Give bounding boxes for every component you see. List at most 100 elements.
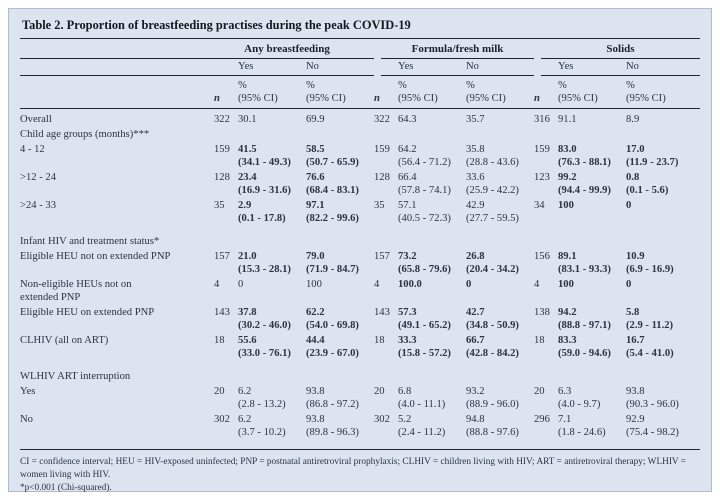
yes-value-cell: 100 <box>558 278 626 304</box>
yes-value-cell: 100.0 <box>398 278 466 304</box>
pct-value: 35.7 <box>466 114 485 125</box>
table-header-groups: Any breastfeeding Formula/fresh milk Sol… <box>20 41 700 59</box>
ci-value: (88.8 - 97.1) <box>558 320 611 331</box>
pct-value: 55.6 <box>238 335 257 346</box>
pct-label: % <box>466 80 475 91</box>
pct-label: % <box>398 80 407 91</box>
pct-value: 0 <box>626 200 632 211</box>
pct-value: 21.0 <box>238 251 257 262</box>
pct-value: 66.7 <box>466 335 485 346</box>
ci-value: (20.4 - 34.2) <box>466 264 519 275</box>
n-header: n <box>214 76 238 108</box>
ci-value: (0.1 - 5.6) <box>626 185 669 196</box>
ci-value: (89.8 - 96.3) <box>306 427 359 438</box>
section-row: WLHIV ART interruption <box>20 368 700 383</box>
pct-value: 6.3 <box>558 386 572 397</box>
pct-value: 89.1 <box>558 251 577 262</box>
section-row: Child age groups (months)*** <box>20 126 700 141</box>
n-value: 157 <box>214 251 230 262</box>
row-label: Yes <box>20 386 36 397</box>
footnote-abbreviations: CI = confidence interval; HEU = HIV-expo… <box>20 457 687 480</box>
pct-value: 100 <box>558 279 574 290</box>
ci-value: (4.0 - 11.1) <box>398 399 446 410</box>
yes-value-cell: 64.3 <box>398 113 466 126</box>
n-value: 123 <box>534 172 550 183</box>
table-row: >12 - 24 128 23.4 (16.9 - 31.6) 76.6 (68.4 - … <box>20 169 700 197</box>
ci-value: (56.4 - 71.2) <box>398 157 451 168</box>
yes-value-cell: 37.8 (30.2 - 46.0) <box>238 306 306 332</box>
ci-value: (82.2 - 99.6) <box>306 213 359 224</box>
ci-value: (83.1 - 93.3) <box>558 264 611 275</box>
ci-value: (71.9 - 84.7) <box>306 264 359 275</box>
ci-label: (95% CI) <box>558 93 598 104</box>
yes-header: Yes <box>238 59 306 76</box>
yes-value-cell: 91.1 <box>558 113 626 126</box>
row-label: >12 - 24 <box>20 172 56 183</box>
yes-value-cell: 5.2 (2.4 - 11.2) <box>398 413 466 439</box>
row-label: Non-eligible HEUs not on extended PNP <box>20 279 132 303</box>
ci-value: (49.1 - 65.2) <box>398 320 451 331</box>
pct-value: 76.6 <box>306 172 325 183</box>
n-value: 35 <box>214 200 225 211</box>
n-value: 34 <box>534 200 545 211</box>
n-value: 296 <box>534 414 550 425</box>
yes-header: Yes <box>558 59 626 76</box>
n-value: 128 <box>374 172 390 183</box>
col-group-solids: Solids <box>541 41 700 59</box>
ci-value: (15.8 - 57.2) <box>398 348 451 359</box>
n-value: 35 <box>374 200 385 211</box>
n-value: 302 <box>214 414 230 425</box>
ci-value: (86.8 - 97.2) <box>306 399 359 410</box>
pct-value: 79.0 <box>306 251 325 262</box>
ci-value: (5.4 - 41.0) <box>626 348 674 359</box>
pct-label: % <box>626 80 635 91</box>
table-row: Non-eligible HEUs not on extended PNP 4 0 1… <box>20 276 700 304</box>
table-row: Yes 20 6.2 (2.8 - 13.2) 93.8 (86.8 - 97.2) 20 6… <box>20 383 700 411</box>
no-value-cell: 76.6 (68.4 - 83.1) <box>306 171 374 197</box>
yes-value-cell: 33.3 (15.8 - 57.2) <box>398 334 466 360</box>
pct-value: 64.2 <box>398 144 417 155</box>
yes-value-cell: 23.4 (16.9 - 31.6) <box>238 171 306 197</box>
n-header-label: n <box>214 93 220 104</box>
pct-value: 33.6 <box>466 172 485 183</box>
no-value-cell: 35.8 (28.8 - 43.6) <box>466 143 534 169</box>
pct-value: 26.8 <box>466 251 485 262</box>
section-label: Infant HIV and treatment status* <box>20 236 160 247</box>
yes-value-cell: 83.3 (59.0 - 94.6) <box>558 334 626 360</box>
ci-value: (50.7 - 65.9) <box>306 157 359 168</box>
yes-value-cell: 94.2 (88.8 - 97.1) <box>558 306 626 332</box>
ci-value: (25.9 - 42.2) <box>466 185 519 196</box>
table-header-yesno: Yes No Yes No Yes No <box>20 59 700 76</box>
n-value: 20 <box>214 386 225 397</box>
row-label: >24 - 33 <box>20 200 56 211</box>
table-row: CLHIV (all on ART) 18 55.6 (33.0 - 76.1) 44.… <box>20 332 700 360</box>
col-group-any-breastfeeding: Any breastfeeding <box>20 41 374 59</box>
n-spacer <box>381 59 398 76</box>
no-header: No <box>626 59 700 76</box>
no-value-cell: 92.9 (75.4 - 98.2) <box>626 413 700 439</box>
pct-value: 94.8 <box>466 414 485 425</box>
pct-value: 6.8 <box>398 386 412 397</box>
yes-value-cell: 30.1 <box>238 113 306 126</box>
ci-value: (0.1 - 17.8) <box>238 213 286 224</box>
no-value-cell: 16.7 (5.4 - 41.0) <box>626 334 700 360</box>
pct-label: % <box>306 80 315 91</box>
n-value: 156 <box>534 251 550 262</box>
pct-value: 37.8 <box>238 307 257 318</box>
ci-value: (11.9 - 23.7) <box>626 157 679 168</box>
stub-spacer <box>20 76 214 108</box>
n-value: 4 <box>214 279 220 290</box>
ci-value: (27.7 - 59.5) <box>466 213 519 224</box>
yes-value-cell: 0 <box>238 278 306 304</box>
pct-value: 93.2 <box>466 386 485 397</box>
pct-value: 66.4 <box>398 172 417 183</box>
ci-value: (1.8 - 24.6) <box>558 427 606 438</box>
pct-value: 42.7 <box>466 307 485 318</box>
n-value: 159 <box>214 144 230 155</box>
no-header: No <box>466 59 534 76</box>
no-value-cell: 66.7 (42.8 - 84.2) <box>466 334 534 360</box>
pct-value: 93.8 <box>626 386 645 397</box>
ci-value: (16.9 - 31.6) <box>238 185 291 196</box>
no-value-cell: 94.8 (88.8 - 97.6) <box>466 413 534 439</box>
pct-value: 5.2 <box>398 414 412 425</box>
